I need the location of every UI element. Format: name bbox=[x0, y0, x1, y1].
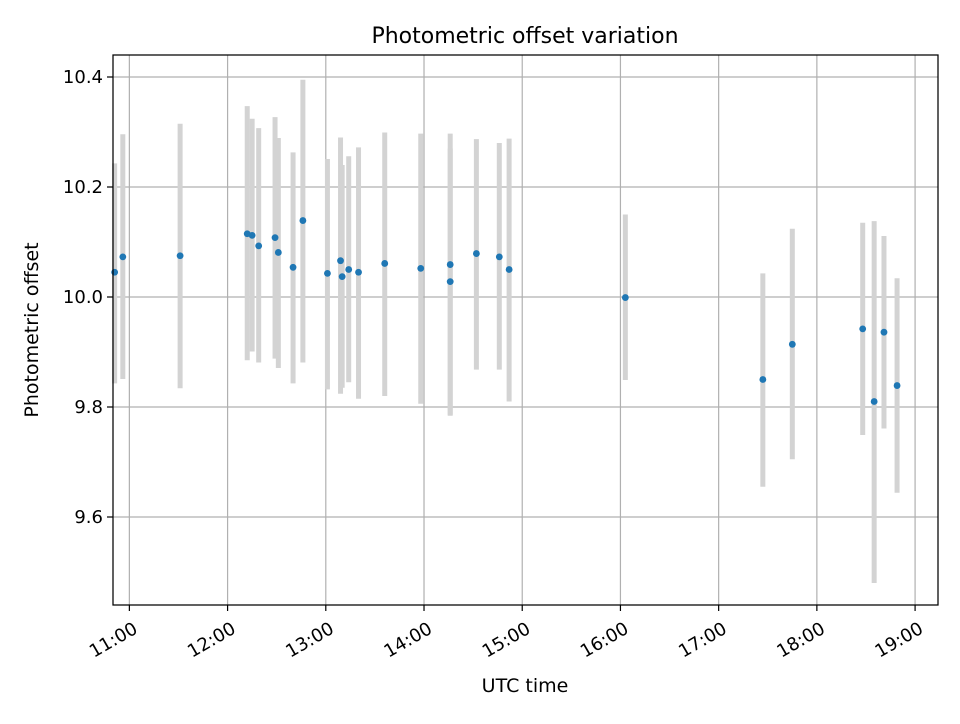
y-axis-label: Photometric offset bbox=[21, 242, 43, 417]
y-tick-label: 10.2 bbox=[63, 177, 103, 198]
data-point bbox=[345, 266, 353, 273]
data-point bbox=[417, 265, 425, 272]
data-point bbox=[289, 263, 297, 271]
data-point bbox=[111, 268, 119, 276]
data-point bbox=[355, 268, 362, 276]
y-tick-label: 9.8 bbox=[74, 397, 103, 418]
data-point bbox=[337, 257, 344, 265]
data-point bbox=[271, 234, 279, 242]
data-point bbox=[338, 273, 346, 281]
data-point bbox=[324, 269, 331, 277]
data-point bbox=[446, 261, 454, 268]
data-point bbox=[446, 278, 454, 285]
data-point bbox=[248, 232, 256, 239]
data-point bbox=[788, 340, 796, 348]
data-point bbox=[859, 325, 867, 333]
data-point bbox=[893, 382, 901, 389]
y-tick-label: 10.0 bbox=[63, 287, 103, 308]
plot-frame bbox=[112, 54, 939, 606]
data-point bbox=[274, 249, 282, 256]
data-point bbox=[299, 217, 307, 224]
y-tick-label: 10.4 bbox=[63, 67, 103, 88]
data-point bbox=[621, 294, 629, 301]
data-point bbox=[255, 242, 263, 250]
y-axis: 9.6 9.8 10.0 10.2 10.4 bbox=[63, 67, 113, 528]
data-point bbox=[505, 266, 513, 273]
data-point bbox=[870, 398, 878, 405]
x-axis-label: UTC time bbox=[482, 675, 569, 697]
data-points bbox=[111, 217, 901, 405]
data-point bbox=[495, 253, 503, 261]
data-point bbox=[880, 328, 888, 336]
data-point bbox=[119, 253, 127, 261]
data-point bbox=[381, 260, 389, 267]
data-point bbox=[759, 376, 767, 383]
data-point bbox=[472, 250, 480, 257]
data-point bbox=[176, 252, 184, 260]
chart-title: Photometric offset variation bbox=[371, 24, 678, 49]
y-tick-label: 9.6 bbox=[74, 507, 103, 528]
